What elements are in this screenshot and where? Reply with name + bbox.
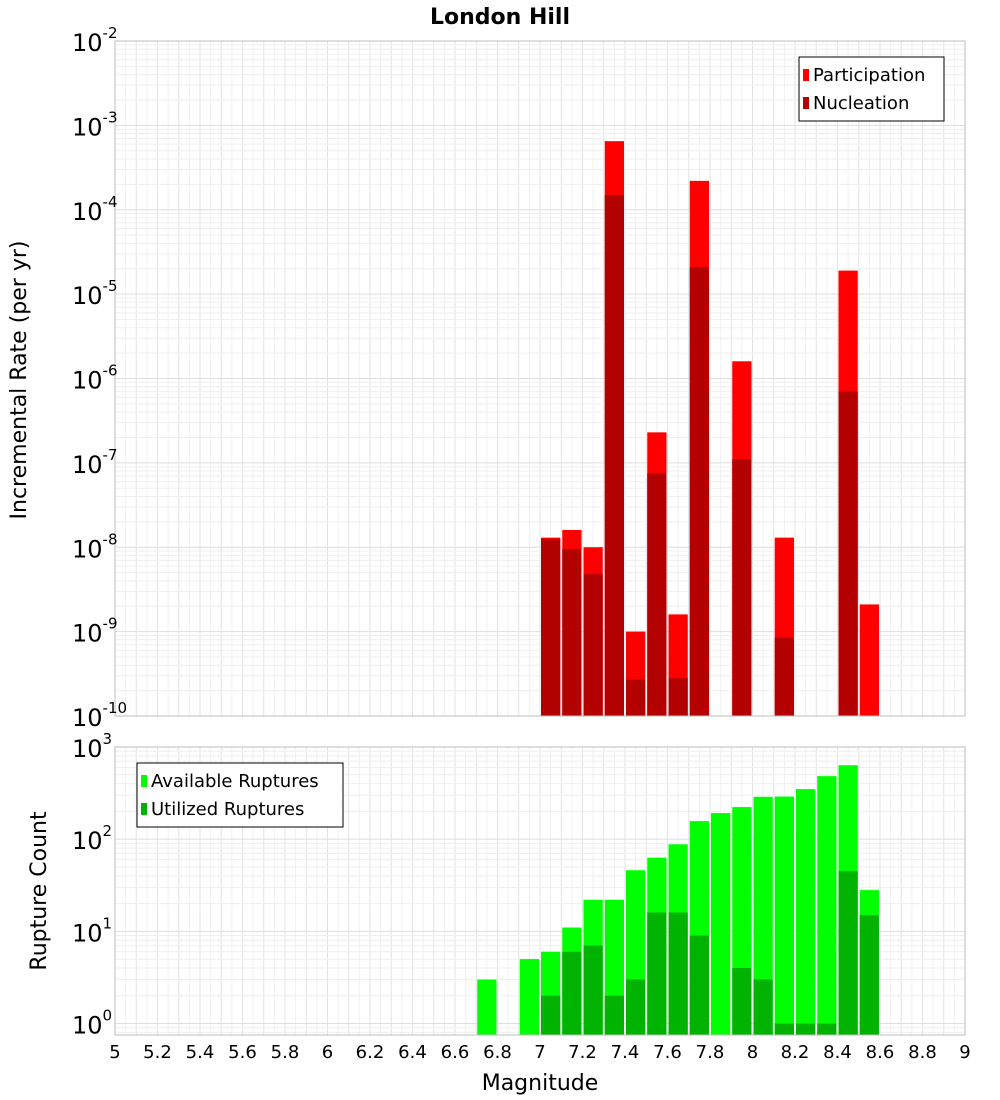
legend: Available Ruptures Utilized Ruptures: [136, 762, 344, 828]
x-tick-label: 6.6: [441, 1042, 470, 1063]
legend-swatch: [141, 775, 147, 787]
bar-utilized-ruptures: [626, 979, 646, 1035]
bar-available-ruptures: [519, 959, 539, 1035]
legend: Participation Nucleation: [798, 56, 945, 122]
bar-available-ruptures: [774, 796, 794, 1035]
legend-label: Participation: [813, 65, 925, 86]
legend-box: [136, 762, 344, 828]
bar-utilized-ruptures: [817, 1023, 837, 1035]
x-tick-label: 7.6: [653, 1042, 682, 1063]
bar-nucleation: [562, 549, 582, 716]
x-tick-label: 8: [747, 1042, 758, 1063]
x-tick-label: 5.6: [228, 1042, 257, 1063]
y-tick-label: 10-2: [72, 24, 118, 57]
bar-nucleation: [583, 574, 603, 716]
legend-swatch: [141, 803, 147, 815]
bar-utilized-ruptures: [774, 1023, 794, 1035]
plot-frame: [114, 746, 966, 1036]
bar-nucleation: [732, 459, 752, 716]
bar-utilized-ruptures: [838, 871, 858, 1035]
x-tick-label: 8.6: [866, 1042, 895, 1063]
y-tick-label: 10-7: [72, 446, 118, 479]
chart-title: London Hill: [430, 5, 570, 30]
x-tick-label: 7.4: [611, 1042, 640, 1063]
legend-swatch: [803, 69, 809, 81]
bar-available-ruptures: [817, 776, 837, 1035]
y-tick-label: 10-4: [72, 193, 118, 226]
bar-nucleation: [668, 678, 688, 716]
rate-plot: 10-10 10-9 10-8 10-7 10-6 10-5 10-4 10-3 10-2 Par…: [72, 24, 966, 732]
bar-available-ruptures: [796, 789, 816, 1035]
x-tick-label: 7: [534, 1042, 545, 1063]
y-tick-label: 103: [72, 730, 112, 763]
bar-nucleation: [838, 391, 858, 716]
y-tick-label: 100: [72, 1006, 112, 1039]
rate-y-axis-label: Incremental Rate (per yr): [7, 241, 32, 520]
y-tick-label: 10-10: [72, 699, 127, 732]
x-tick-label: 8.2: [781, 1042, 810, 1063]
bar-nucleation: [774, 637, 794, 716]
legend-label: Utilized Ruptures: [151, 799, 304, 820]
x-tick-label: 9: [959, 1042, 970, 1063]
bar-utilized-ruptures: [732, 967, 752, 1035]
y-tick-label: 10-8: [72, 530, 118, 563]
y-tick-label: 10-3: [72, 108, 118, 141]
y-tick-label: 102: [72, 822, 112, 855]
bar-utilized-ruptures: [859, 915, 879, 1035]
bar-utilized-ruptures: [562, 951, 582, 1035]
bar-available-ruptures: [753, 796, 773, 1035]
x-axis-label: Magnitude: [482, 1071, 599, 1096]
y-tick-label: 101: [72, 914, 112, 947]
y-tick-label: 10-6: [72, 362, 118, 395]
bar-nucleation: [626, 679, 646, 716]
bar-participation: [859, 604, 879, 716]
count-y-axis-label: Rupture Count: [27, 811, 52, 971]
bar-available-ruptures: [477, 979, 497, 1035]
bar-available-ruptures: [711, 813, 731, 1035]
bar-utilized-ruptures: [647, 912, 667, 1035]
bar-nucleation: [647, 473, 667, 716]
x-tick-label: 5.8: [271, 1042, 300, 1063]
x-tick-label: 6.8: [483, 1042, 512, 1063]
y-tick-label: 10-5: [72, 277, 118, 310]
x-tick-label: 6: [322, 1042, 333, 1063]
x-tick-label: 8.8: [908, 1042, 937, 1063]
x-tick-label: 7.2: [568, 1042, 597, 1063]
legend-label: Nucleation: [813, 93, 909, 114]
x-tick-label: 6.2: [356, 1042, 385, 1063]
bar-nucleation: [689, 266, 709, 716]
bar-utilized-ruptures: [583, 945, 603, 1035]
bar-utilized-ruptures: [668, 912, 688, 1035]
plot-frame: [114, 40, 966, 717]
x-tick-label: 5.2: [143, 1042, 172, 1063]
bar-utilized-ruptures: [689, 935, 709, 1035]
x-tick-label: 6.4: [398, 1042, 427, 1063]
legend-label: Available Ruptures: [151, 771, 319, 792]
x-tick-label: 7.8: [696, 1042, 725, 1063]
bar-utilized-ruptures: [604, 995, 624, 1035]
bar-utilized-ruptures: [796, 1023, 816, 1035]
bar-utilized-ruptures: [541, 995, 561, 1035]
y-tick-label: 10-9: [72, 615, 118, 648]
legend-box: [798, 56, 945, 122]
bar-nucleation: [541, 539, 561, 716]
x-tick-label: 5: [109, 1042, 120, 1063]
legend-swatch: [803, 97, 809, 109]
rupture-count-plot: 100 101 102 103 Available Ruptures Utilized R…: [72, 730, 971, 1063]
bar-nucleation: [604, 194, 624, 716]
x-tick-label: 5.4: [186, 1042, 215, 1063]
x-tick-label: 8.4: [823, 1042, 852, 1063]
bar-utilized-ruptures: [753, 979, 773, 1035]
